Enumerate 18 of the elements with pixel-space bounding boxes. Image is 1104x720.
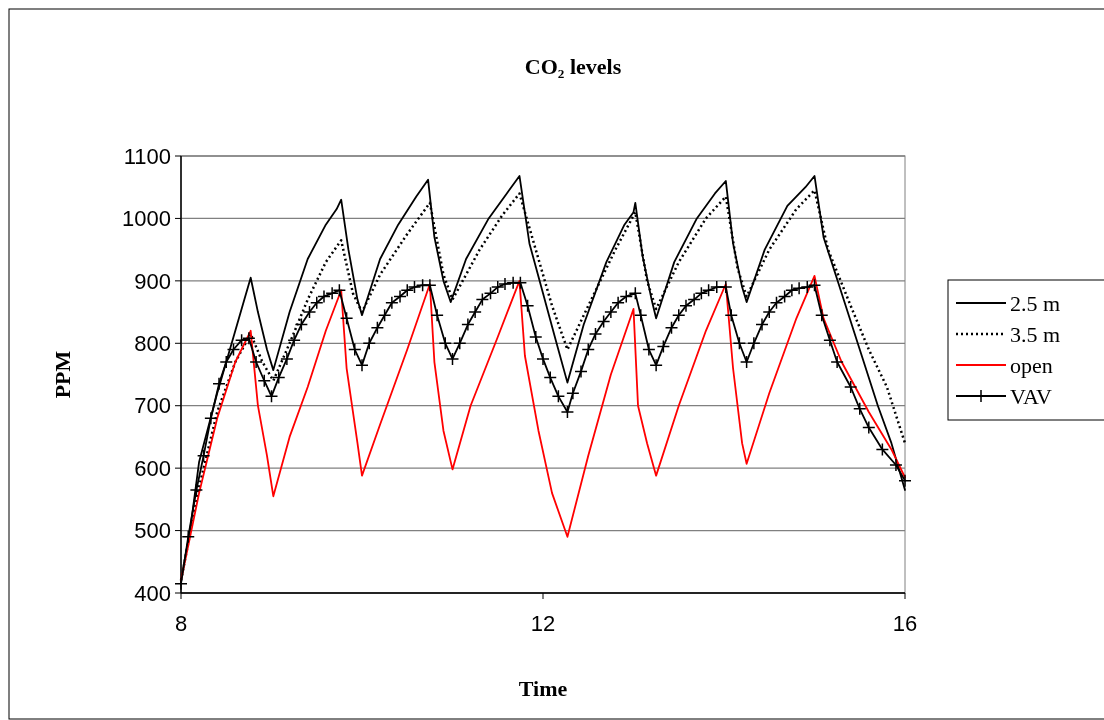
y-tick-label: 1100 bbox=[123, 143, 171, 169]
y-tick-label: 1000 bbox=[122, 206, 171, 232]
legend-label: 2.5 m bbox=[1010, 290, 1061, 316]
y-axis-title: PPM bbox=[50, 350, 75, 399]
legend-label: VAV bbox=[1010, 383, 1053, 409]
legend-label: 3.5 m bbox=[1010, 321, 1061, 347]
y-tick-label: 600 bbox=[134, 455, 171, 481]
x-tick-label: 16 bbox=[892, 611, 918, 636]
y-tick-label: 800 bbox=[134, 330, 171, 356]
x-tick-label: 12 bbox=[530, 611, 556, 636]
y-tick-label: 500 bbox=[134, 518, 171, 544]
y-tick-label: 700 bbox=[134, 393, 171, 419]
x-axis-title: Time bbox=[518, 676, 568, 701]
legend-label: open bbox=[1010, 352, 1053, 378]
chart-title: CO₂ levels bbox=[524, 54, 622, 79]
y-tick-label: 400 bbox=[134, 580, 171, 606]
x-tick-label: 8 bbox=[174, 611, 188, 636]
y-tick-label: 900 bbox=[134, 268, 171, 294]
